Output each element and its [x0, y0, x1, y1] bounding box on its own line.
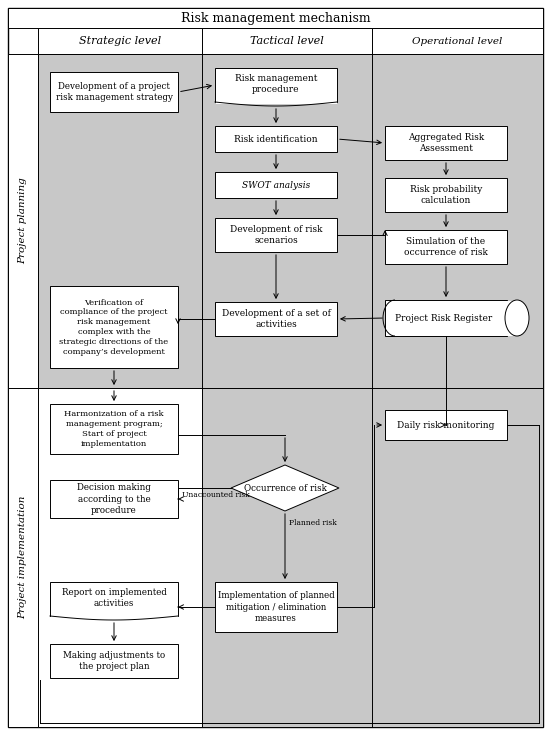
- FancyBboxPatch shape: [215, 101, 337, 104]
- Text: Tactical level: Tactical level: [250, 36, 324, 46]
- Text: Risk probability
calculation: Risk probability calculation: [410, 185, 482, 205]
- Text: Development of a set of
activities: Development of a set of activities: [222, 309, 331, 329]
- Text: Risk management
procedure: Risk management procedure: [235, 74, 317, 94]
- FancyBboxPatch shape: [385, 126, 507, 160]
- FancyBboxPatch shape: [385, 178, 507, 212]
- Text: Occurrence of risk: Occurrence of risk: [244, 484, 326, 492]
- Text: Aggregated Risk
Assessment: Aggregated Risk Assessment: [408, 133, 484, 153]
- FancyBboxPatch shape: [50, 72, 178, 112]
- FancyBboxPatch shape: [50, 286, 178, 368]
- Polygon shape: [231, 465, 339, 511]
- Text: Operational level: Operational level: [412, 37, 503, 46]
- Text: Report on implemented
activities: Report on implemented activities: [62, 588, 166, 608]
- FancyBboxPatch shape: [8, 388, 38, 727]
- Text: Decision making
according to the
procedure: Decision making according to the procedu…: [77, 484, 151, 514]
- FancyBboxPatch shape: [38, 388, 202, 727]
- Text: Development of a project
risk management strategy: Development of a project risk management…: [56, 82, 172, 102]
- FancyBboxPatch shape: [202, 388, 543, 727]
- FancyBboxPatch shape: [50, 582, 178, 616]
- FancyBboxPatch shape: [50, 480, 178, 518]
- FancyBboxPatch shape: [50, 404, 178, 454]
- Text: Verification of
compliance of the project
risk management
complex with the
strat: Verification of compliance of the projec…: [60, 298, 169, 356]
- Text: Simulation of the
occurrence of risk: Simulation of the occurrence of risk: [404, 237, 488, 257]
- FancyBboxPatch shape: [215, 582, 337, 632]
- FancyBboxPatch shape: [506, 301, 518, 335]
- FancyBboxPatch shape: [372, 28, 543, 54]
- Text: Project implementation: Project implementation: [19, 496, 28, 619]
- FancyBboxPatch shape: [385, 230, 507, 264]
- FancyBboxPatch shape: [385, 300, 507, 336]
- Text: Implementation of planned
mitigation / elimination
measures: Implementation of planned mitigation / e…: [218, 592, 334, 623]
- FancyBboxPatch shape: [215, 68, 337, 102]
- Text: Unaccounted risk: Unaccounted risk: [182, 491, 250, 499]
- Text: SWOT analysis: SWOT analysis: [242, 181, 310, 190]
- Text: Daily risk monitoring: Daily risk monitoring: [397, 420, 495, 429]
- Ellipse shape: [505, 300, 529, 336]
- FancyBboxPatch shape: [51, 615, 177, 618]
- Text: Development of risk
scenarios: Development of risk scenarios: [230, 225, 322, 245]
- FancyBboxPatch shape: [8, 54, 38, 388]
- FancyBboxPatch shape: [38, 28, 202, 54]
- FancyBboxPatch shape: [38, 54, 543, 388]
- Text: Making adjustments to
the project plan: Making adjustments to the project plan: [63, 651, 165, 671]
- FancyBboxPatch shape: [215, 218, 337, 252]
- Text: Strategic level: Strategic level: [79, 36, 161, 46]
- FancyBboxPatch shape: [8, 8, 543, 28]
- FancyBboxPatch shape: [215, 302, 337, 336]
- FancyBboxPatch shape: [385, 410, 507, 440]
- Text: Project Risk Register: Project Risk Register: [396, 314, 493, 323]
- FancyBboxPatch shape: [202, 28, 372, 54]
- FancyBboxPatch shape: [215, 172, 337, 198]
- Text: Planned risk: Planned risk: [289, 519, 337, 527]
- FancyBboxPatch shape: [50, 644, 178, 678]
- Text: Risk identification: Risk identification: [234, 135, 318, 143]
- Text: Risk management mechanism: Risk management mechanism: [181, 12, 370, 24]
- FancyBboxPatch shape: [8, 8, 543, 727]
- FancyBboxPatch shape: [215, 126, 337, 152]
- Text: Harmonization of a risk
management program;
Start of project
implementation: Harmonization of a risk management progr…: [64, 410, 164, 448]
- Text: Project planning: Project planning: [19, 178, 28, 265]
